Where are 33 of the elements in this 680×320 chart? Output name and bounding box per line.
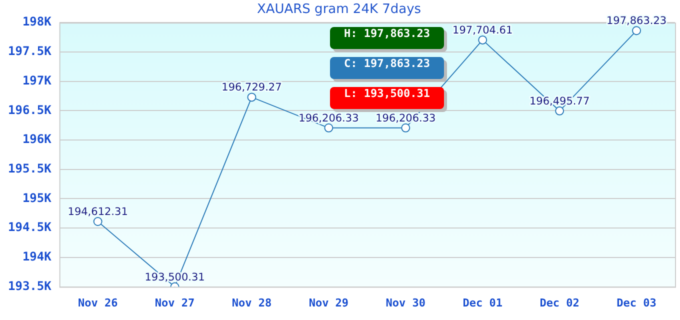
annotation: C: 197,863.23 xyxy=(330,57,444,79)
x-tick-label: Nov 30 xyxy=(386,296,426,310)
y-tick-label: 194.5K xyxy=(8,220,52,234)
y-tick-label: 197.5K xyxy=(8,44,52,58)
point xyxy=(324,123,334,132)
x-tick-label: Nov 27 xyxy=(154,296,195,310)
point xyxy=(247,92,256,102)
annotation: H: 197,863.23 xyxy=(330,27,444,49)
point xyxy=(555,106,564,116)
chart-title: XAUARS gram 24K 7days xyxy=(256,2,422,18)
x-tick-label: Dec 01 xyxy=(462,296,503,310)
y-tick-label: 196K xyxy=(22,132,52,146)
point xyxy=(632,26,642,36)
data-label: 197,863.23 xyxy=(606,15,667,28)
y-tick-label: 194K xyxy=(22,250,52,264)
x-tick-label: Nov 26 xyxy=(78,296,118,310)
point xyxy=(478,35,488,44)
y-tick-label: 195.5K xyxy=(8,162,52,176)
y-tick-label: 198K xyxy=(22,14,52,29)
point xyxy=(401,123,410,132)
data-label: 196,729.27 xyxy=(222,82,282,94)
y-tick-label: 193.5K xyxy=(8,278,52,293)
x-tick-label: Nov 29 xyxy=(308,296,349,310)
y-tick-label: 197K xyxy=(22,73,52,88)
point xyxy=(93,216,102,226)
data-label: 194,612.31 xyxy=(68,206,128,218)
data-label: 197,704.61 xyxy=(452,24,513,36)
x-tick-label: Dec 03 xyxy=(616,296,656,310)
y-tick-label: 195K xyxy=(22,190,52,205)
y-tick-label: 196.5K xyxy=(8,102,52,117)
annotation: L: 193,500.31 xyxy=(330,87,444,109)
x-tick-label: Dec 02 xyxy=(540,296,580,310)
x-tick-label: Nov 28 xyxy=(232,296,272,310)
